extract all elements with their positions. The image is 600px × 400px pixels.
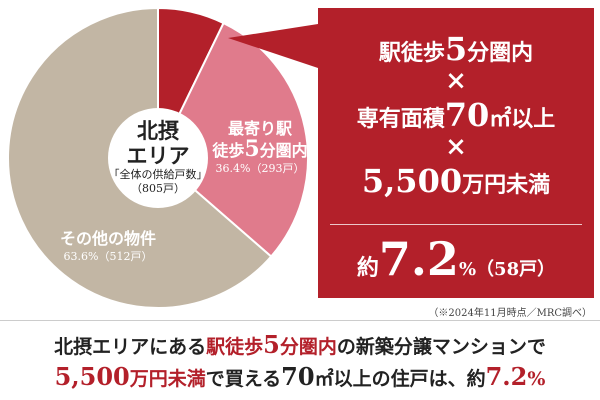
callout-line3-num: 5,500 bbox=[361, 162, 463, 200]
callout-pointer bbox=[228, 24, 318, 68]
station-label-line2a: 徒歩 bbox=[212, 141, 245, 160]
headline-l1-hl-a: 駅徒歩 bbox=[206, 336, 264, 358]
headline-line1: 北摂エリアにある駅徒歩5分圏内の新築分譲マンションで bbox=[0, 330, 600, 362]
callout-times-2: × bbox=[445, 132, 467, 162]
headline-l1-hl-num: 5 bbox=[263, 330, 280, 359]
callout-line1-a: 駅徒歩 bbox=[378, 40, 445, 66]
callout-divider bbox=[330, 224, 582, 225]
callout-line2-num: 70 bbox=[444, 96, 490, 134]
area-name-line2: エリア bbox=[126, 143, 190, 168]
callout-box: 駅徒歩5分圏内 × 専有面積70㎡以上 × 5,500万円未満 約7.2%（58… bbox=[318, 8, 594, 298]
callout-line2-b: ㎡以上 bbox=[489, 106, 556, 132]
result-count: （58戸） bbox=[476, 259, 556, 280]
callout-line1: 駅徒歩5分圏内 bbox=[318, 33, 594, 68]
slice-label-other: その他の物件 63.6%（512戸） bbox=[28, 228, 188, 264]
callout-times-1: × bbox=[445, 66, 467, 96]
headline-l2-hl-a: 万円未満 bbox=[129, 368, 206, 390]
headline-l2-a: で買える bbox=[205, 368, 282, 390]
result-prefix: 約 bbox=[356, 255, 379, 281]
total-supply-label: 「全体の供給戸数」 bbox=[108, 168, 208, 181]
station-label-num: 5 bbox=[244, 136, 260, 162]
bottom-divider bbox=[0, 320, 600, 321]
callout-line1-b: 分圏内 bbox=[467, 40, 534, 66]
station-label-line2b: 分圏内 bbox=[259, 141, 308, 160]
total-supply-value: （805戸） bbox=[131, 182, 185, 195]
other-label-name: その他の物件 bbox=[59, 229, 156, 248]
headline-l2-num: 70 bbox=[281, 362, 315, 391]
callout-line3: 5,500万円未満 bbox=[318, 165, 594, 200]
headline-l1-hl-b: 分圏内 bbox=[279, 336, 337, 358]
headline-l2-hl-num: 5,500 bbox=[54, 362, 130, 391]
area-name-line1: 北摂 bbox=[137, 118, 179, 143]
pie-center-label: 北摂 エリア 「全体の供給戸数」 （805戸） bbox=[108, 118, 208, 196]
headline-l1-b: の新築分譲マンションで bbox=[336, 336, 546, 358]
headline-l1-a: 北摂エリアにある bbox=[54, 336, 207, 358]
station-label-line1: 最寄り駅 bbox=[227, 119, 292, 138]
result-value: 7.2 bbox=[378, 232, 459, 286]
callout-result: 約7.2%（58戸） bbox=[318, 232, 594, 286]
result-unit: % bbox=[458, 259, 477, 280]
headline: 北摂エリアにある駅徒歩5分圏内の新築分譲マンションで 5,500万円未満で買える… bbox=[0, 330, 600, 394]
pie-center-circle bbox=[108, 108, 208, 208]
headline-l2-hl-val: 7.2 bbox=[485, 362, 528, 391]
source-note: （※2024年11月時点／MRC調べ） bbox=[428, 308, 592, 319]
other-label-pct: 63.6%（512戸） bbox=[63, 250, 153, 263]
callout-line2-a: 専有面積 bbox=[356, 106, 445, 132]
callout-line1-num: 5 bbox=[444, 30, 468, 68]
callout-line2: 専有面積70㎡以上 bbox=[318, 99, 594, 134]
callout-line3-b: 万円未満 bbox=[462, 172, 551, 198]
station-label-pct: 36.4%（293戸） bbox=[215, 162, 305, 175]
headline-l2-b: ㎡以上の住戸は、約 bbox=[314, 368, 486, 390]
slice-label-station: 最寄り駅 徒歩5分圏内 36.4%（293戸） bbox=[205, 118, 315, 176]
headline-line2: 5,500万円未満で買える70㎡以上の住戸は、約7.2% bbox=[0, 362, 600, 394]
headline-l2-hl-pct: % bbox=[527, 368, 546, 390]
